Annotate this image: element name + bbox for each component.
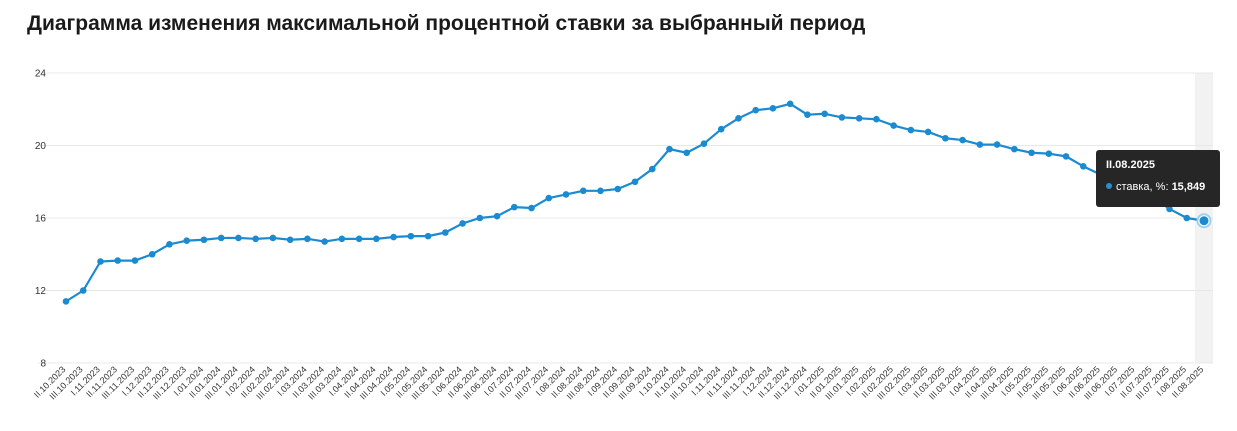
data-point[interactable] bbox=[648, 165, 656, 173]
data-point[interactable] bbox=[769, 105, 777, 112]
data-point[interactable] bbox=[562, 191, 570, 198]
data-point[interactable] bbox=[1080, 163, 1087, 170]
tooltip: II.08.2025 ставка, %: 15,849 bbox=[1096, 150, 1220, 207]
data-point[interactable] bbox=[252, 235, 259, 243]
data-point[interactable] bbox=[855, 115, 863, 122]
y-tick-label: 8 bbox=[40, 359, 46, 370]
data-point[interactable] bbox=[131, 257, 139, 264]
data-point[interactable] bbox=[355, 235, 363, 243]
data-point[interactable] bbox=[321, 238, 328, 245]
data-point[interactable] bbox=[804, 111, 811, 118]
data-point[interactable] bbox=[1166, 205, 1173, 213]
data-point[interactable] bbox=[200, 236, 208, 244]
data-point[interactable] bbox=[459, 220, 466, 227]
data-point[interactable] bbox=[614, 185, 622, 193]
data-point[interactable] bbox=[148, 250, 156, 258]
data-point[interactable] bbox=[338, 235, 346, 243]
tooltip-title: II.08.2025 bbox=[1106, 159, 1155, 171]
data-point[interactable] bbox=[286, 236, 294, 244]
data-point[interactable] bbox=[183, 237, 190, 244]
data-point[interactable] bbox=[97, 258, 104, 265]
data-point[interactable] bbox=[579, 187, 587, 195]
data-point[interactable] bbox=[1045, 150, 1053, 157]
data-point[interactable] bbox=[993, 141, 1001, 148]
data-point[interactable] bbox=[1011, 145, 1018, 153]
tooltip-label: ставка, %: bbox=[1116, 181, 1169, 193]
data-point[interactable] bbox=[597, 187, 604, 195]
series-line bbox=[65, 102, 1205, 303]
grid bbox=[38, 72, 1213, 364]
data-point[interactable] bbox=[717, 125, 725, 133]
chart-title: Диаграмма изменения максимальной процент… bbox=[27, 12, 866, 35]
y-axis: 8 12 16 20 24 bbox=[35, 69, 47, 370]
data-point[interactable] bbox=[79, 287, 87, 294]
data-point[interactable] bbox=[304, 235, 311, 243]
data-point[interactable] bbox=[873, 115, 880, 123]
tooltip-row: ставка, %: 15,849 bbox=[1106, 181, 1210, 193]
data-point[interactable] bbox=[476, 214, 484, 222]
data-point[interactable] bbox=[442, 229, 449, 236]
data-point[interactable] bbox=[683, 149, 691, 157]
x-axis: II.10.2023III.10.2023I.11.2023II.11.2023… bbox=[32, 364, 1205, 401]
data-point[interactable] bbox=[1199, 216, 1209, 226]
y-tick-label: 16 bbox=[35, 214, 47, 225]
data-point[interactable] bbox=[1062, 153, 1070, 160]
data-point[interactable] bbox=[511, 203, 518, 211]
data-point[interactable] bbox=[1183, 214, 1191, 222]
data-point[interactable] bbox=[890, 122, 897, 129]
tooltip-value: 15,849 bbox=[1171, 181, 1206, 193]
data-point[interactable] bbox=[924, 128, 932, 136]
data-point[interactable] bbox=[217, 234, 225, 242]
data-point[interactable] bbox=[493, 212, 501, 220]
data-point[interactable] bbox=[269, 234, 277, 242]
y-tick-label: 12 bbox=[35, 286, 47, 297]
data-point[interactable] bbox=[786, 100, 794, 108]
data-point[interactable] bbox=[545, 194, 553, 202]
data-point[interactable] bbox=[942, 134, 949, 142]
data-point[interactable] bbox=[407, 232, 415, 240]
data-point[interactable] bbox=[528, 204, 535, 212]
data-point[interactable] bbox=[959, 136, 966, 144]
series-points bbox=[62, 100, 1212, 305]
series-dot-icon bbox=[1106, 183, 1112, 189]
data-point[interactable] bbox=[907, 126, 915, 134]
data-point[interactable] bbox=[390, 233, 397, 241]
data-point[interactable] bbox=[700, 140, 708, 147]
data-point[interactable] bbox=[666, 145, 673, 153]
y-tick-label: 24 bbox=[35, 69, 47, 80]
data-point[interactable] bbox=[166, 240, 173, 248]
data-point[interactable] bbox=[735, 115, 742, 122]
data-point[interactable] bbox=[373, 235, 380, 243]
data-point[interactable] bbox=[838, 114, 846, 121]
data-point[interactable] bbox=[424, 232, 432, 240]
data-point[interactable] bbox=[1028, 149, 1035, 157]
data-point[interactable] bbox=[752, 106, 759, 114]
data-point[interactable] bbox=[114, 257, 122, 264]
series-path bbox=[65, 102, 1205, 303]
data-point[interactable] bbox=[62, 298, 70, 305]
data-point[interactable] bbox=[631, 178, 639, 186]
data-point[interactable] bbox=[235, 234, 242, 242]
data-point[interactable] bbox=[976, 141, 984, 148]
y-tick-label: 20 bbox=[35, 141, 47, 152]
data-point[interactable] bbox=[821, 110, 828, 118]
